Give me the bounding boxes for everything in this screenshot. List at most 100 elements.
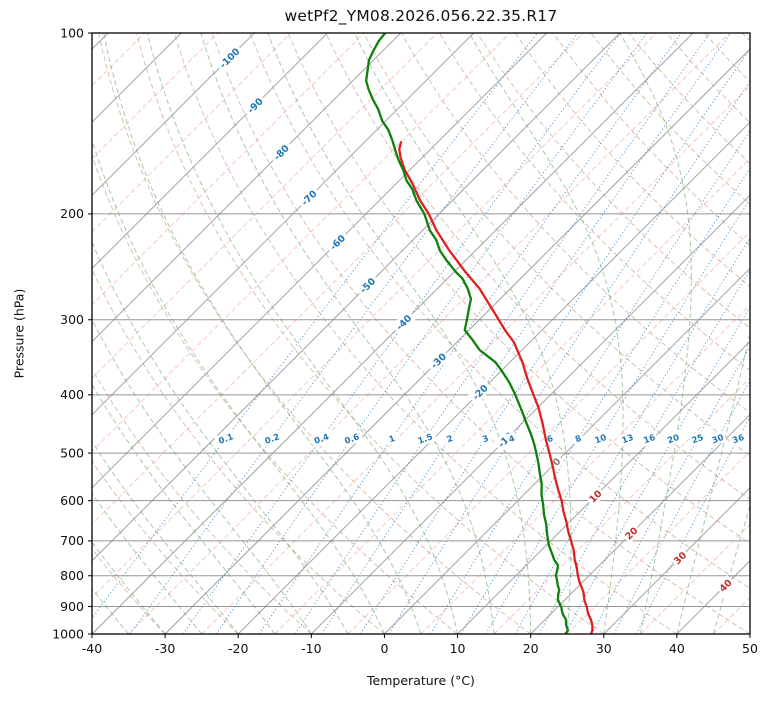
isotherm-minor	[347, 231, 750, 634]
mixing-ratio-label: 1	[385, 431, 399, 446]
chart-title: wetPf2_YM08.2026.056.22.35.R17	[284, 7, 558, 25]
svg-text:0.4: 0.4	[313, 432, 331, 447]
isotherm-minor	[92, 33, 292, 233]
isotherm-minor	[92, 33, 511, 452]
dry-adiabat	[92, 547, 166, 634]
y-tick-label: 300	[60, 312, 84, 327]
mixing-ratio-label: 2	[442, 431, 457, 446]
dry-adiabat	[92, 460, 239, 634]
dry-adiabat	[173, 33, 678, 634]
mixing-ratio-line	[538, 269, 750, 634]
mixing-ratio-line	[564, 306, 750, 634]
isotherm-minor	[92, 33, 219, 160]
mixing-ratio-line	[258, 33, 682, 634]
x-tick-label: 0	[380, 641, 388, 656]
isotherm-major	[92, 33, 401, 343]
x-tick-label: -10	[301, 641, 321, 656]
mixing-ratio-label: 10	[591, 430, 610, 447]
isotherm-major	[310, 194, 750, 634]
isotherm-major	[92, 33, 694, 634]
svg-text:1.5: 1.5	[417, 432, 435, 447]
x-tick-label: -40	[82, 641, 102, 656]
moist-adiabat	[712, 504, 750, 634]
mixing-ratio-label: 30	[708, 430, 727, 447]
svg-text:16: 16	[642, 433, 657, 446]
x-tick-label: 30	[596, 641, 612, 656]
dry-adiabat	[704, 33, 750, 83]
x-tick-label: 10	[450, 641, 466, 656]
mixing-ratio-line	[215, 33, 648, 634]
mixing-ratio-label: 20	[663, 430, 683, 447]
moist-adiabat	[92, 440, 239, 634]
y-tick-label: 800	[60, 568, 84, 583]
isotherm-major	[749, 633, 750, 634]
y-tick-label: 400	[60, 387, 84, 402]
dry-adiabat	[590, 33, 750, 205]
svg-text:0.1: 0.1	[217, 432, 235, 447]
dry-adiabat	[741, 33, 750, 42]
dry-adiabat	[438, 33, 750, 371]
x-axis-label: Temperature (°C)	[367, 673, 475, 688]
y-tick-label: 900	[60, 599, 84, 614]
mixing-ratio-label: 4	[504, 431, 519, 446]
isotherm-minor	[493, 377, 750, 634]
moist-adiabat	[468, 33, 624, 634]
moist-adiabat	[267, 33, 532, 634]
isotherm-label: 0	[548, 453, 565, 471]
isotherm-major	[603, 487, 750, 634]
svg-text:25: 25	[691, 433, 706, 446]
moist-adiabat	[92, 240, 349, 634]
isotherm-minor	[713, 596, 750, 634]
svg-text:10: 10	[594, 433, 609, 446]
svg-text:30: 30	[711, 433, 726, 446]
y-tick-label: 100	[60, 25, 84, 40]
mixing-ratio-line	[591, 345, 750, 634]
isotherm-major	[457, 340, 750, 634]
moist-adiabat	[92, 492, 203, 634]
mixing-ratio-line	[636, 415, 750, 634]
moist-adiabat	[146, 33, 459, 634]
isotherm-major	[676, 560, 750, 634]
isotherm-minor	[92, 33, 584, 526]
svg-text:13: 13	[621, 433, 636, 446]
svg-text:6: 6	[546, 434, 555, 445]
isotherm-major	[92, 33, 475, 416]
moist-adiabat	[354, 33, 572, 634]
moist-adiabat	[200, 33, 495, 634]
svg-text:2: 2	[446, 434, 455, 445]
svg-text:20: 20	[623, 525, 640, 542]
dry-adiabat	[98, 33, 531, 634]
moist-adiabat	[619, 33, 692, 634]
mixing-ratio-line	[388, 80, 750, 634]
x-tick-label: -30	[155, 641, 175, 656]
isotherm-major	[384, 267, 750, 634]
dry-adiabat	[135, 33, 605, 634]
y-tick-label: 700	[60, 533, 84, 548]
moist-adiabat	[676, 330, 750, 634]
x-tick-label: -20	[228, 641, 248, 656]
y-tick-label: 1000	[52, 626, 84, 641]
svg-text:1: 1	[388, 434, 397, 445]
svg-text:10: 10	[587, 488, 604, 505]
dry-adiabat	[363, 33, 750, 457]
dry-adiabat	[211, 33, 750, 634]
temperature-line	[398, 141, 594, 634]
svg-text:40: 40	[718, 577, 735, 594]
y-tick-label: 600	[60, 493, 84, 508]
moist-adiabat	[103, 33, 422, 634]
background-grid	[92, 33, 750, 634]
x-tick-label: 40	[669, 641, 685, 656]
mixing-ratio-label: 1.5	[413, 429, 437, 448]
isotherm-major	[530, 413, 750, 634]
isotherm-major	[237, 121, 750, 634]
isotherm-minor	[92, 33, 365, 306]
svg-text:4: 4	[507, 434, 516, 445]
y-axis-label: Pressure (hPa)	[11, 288, 27, 379]
svg-text:36: 36	[731, 433, 746, 446]
y-tick-label: 200	[60, 206, 84, 221]
mixing-ratio-label: 0.1	[214, 429, 238, 448]
axes-ticks: -40 -30 -20 -10 0 10 20 30 40 5010020030040050060…	[52, 25, 758, 656]
dewpoint-line	[364, 33, 570, 634]
svg-text:20: 20	[666, 433, 681, 446]
